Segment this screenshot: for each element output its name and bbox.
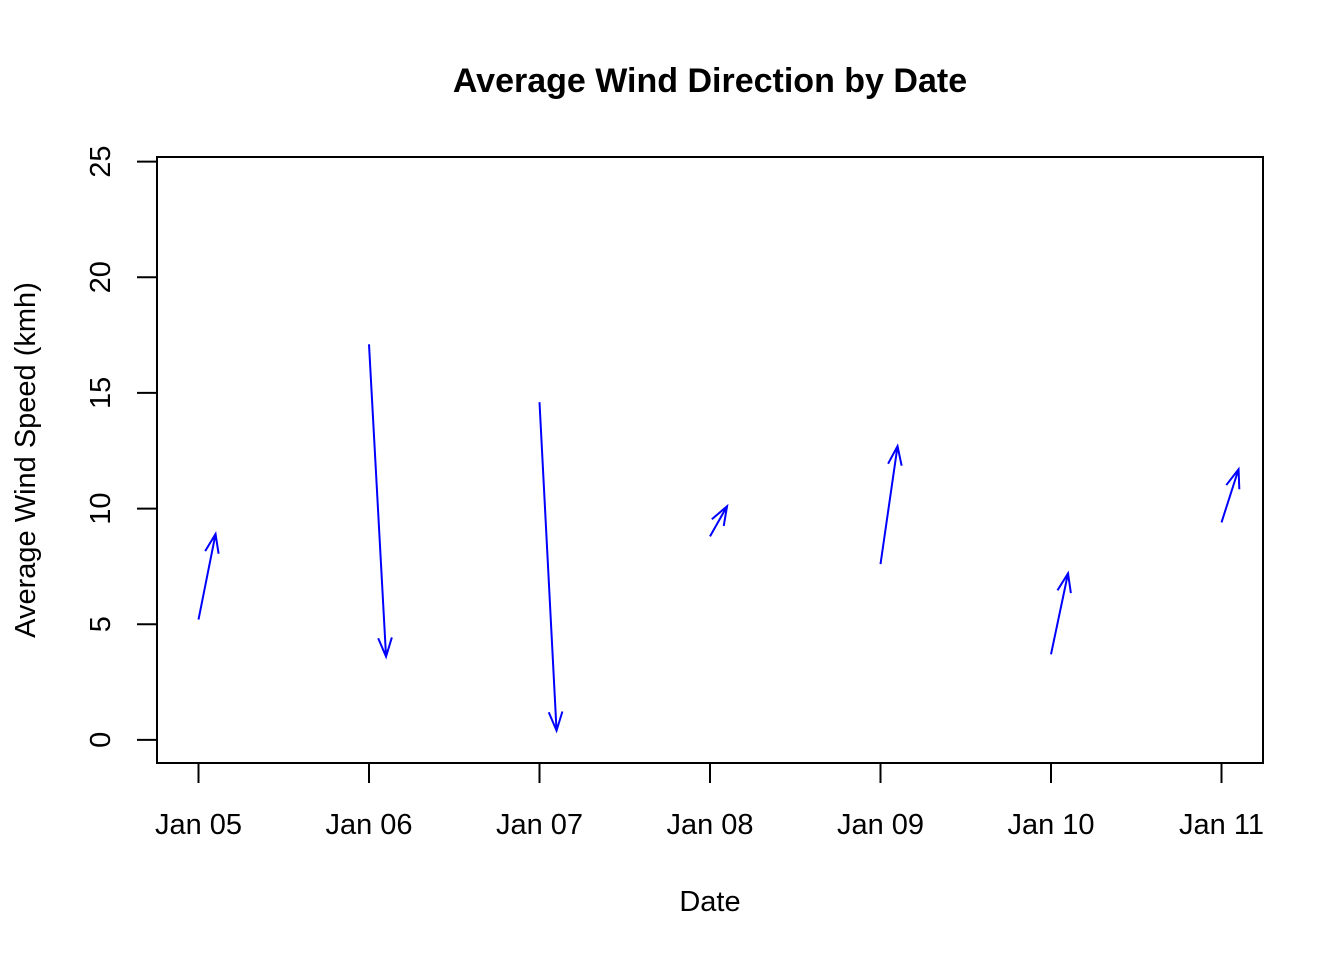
x-axis: Jan 05 Jan 06 Jan 07 Jan 08 Jan 09 Jan 10 Jan … <box>155 762 1264 841</box>
x-tick-label: Jan 05 <box>155 809 242 841</box>
wind-arrow <box>368 344 393 660</box>
y-tick-label: 20 <box>85 261 117 293</box>
x-axis-label: Date <box>679 886 740 918</box>
wind-arrow <box>1050 570 1072 655</box>
wind-arrow <box>197 531 220 620</box>
x-tick-label: Jan 07 <box>496 809 583 841</box>
x-tick-label: Jan 08 <box>666 809 753 841</box>
x-tick-label: Jan 09 <box>837 809 924 841</box>
wind-arrows <box>197 344 1241 734</box>
y-tick-label: 25 <box>85 145 117 177</box>
x-tick-label: Jan 10 <box>1007 809 1094 841</box>
wind-arrow <box>879 443 903 565</box>
y-tick-label: 0 <box>85 732 117 748</box>
wind-arrow <box>709 503 729 537</box>
plot-frame <box>156 156 1264 764</box>
y-axis: 0 5 10 15 20 25 <box>85 145 158 748</box>
chart-title: Average Wind Direction by Date <box>453 62 967 100</box>
y-axis-label: Average Wind Speed (kmh) <box>10 282 42 638</box>
x-tick-label: Jan 06 <box>325 809 412 841</box>
y-tick-label: 10 <box>85 492 117 524</box>
wind-arrow <box>538 402 564 734</box>
wind-arrow <box>1220 466 1241 523</box>
y-tick-label: 5 <box>85 616 117 632</box>
y-tick-label: 15 <box>85 377 117 409</box>
x-tick-label: Jan 11 <box>1179 809 1264 841</box>
